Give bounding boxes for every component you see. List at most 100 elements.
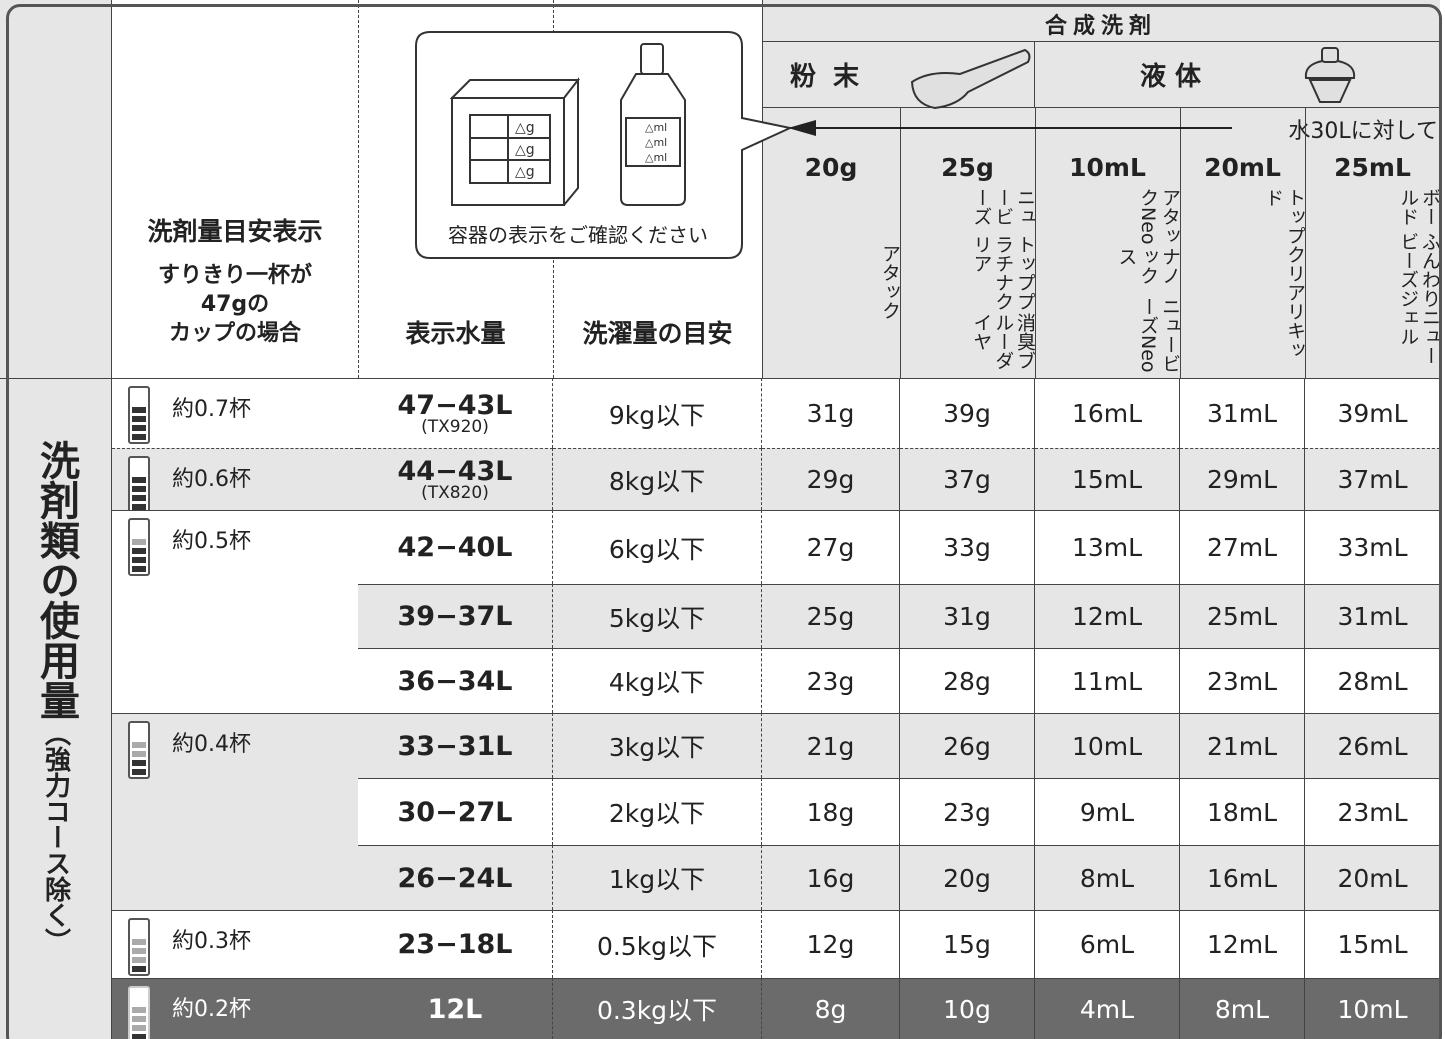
amount-value: 20g [900, 845, 1035, 910]
gauge-bar [132, 539, 146, 545]
indicator-cell [112, 378, 358, 448]
amount-value: 39g [900, 378, 1035, 448]
side-note: （強力コース除く） [40, 720, 71, 954]
gauge-bar [132, 1016, 146, 1022]
amount-value: 15mL [1035, 448, 1180, 510]
gauge-bar [132, 948, 146, 954]
water: 30−27L [397, 796, 513, 828]
gauge-bar [132, 1007, 146, 1013]
gauge-bar [132, 434, 146, 440]
water-cell: 23−18L [358, 910, 553, 978]
indicator: 約0.5杯 [172, 529, 251, 554]
gauge-bar [132, 407, 146, 413]
box-unit: △g [515, 142, 535, 158]
gauge-bar [132, 957, 146, 963]
amount-value: 4mL [1035, 978, 1180, 1039]
product-name: 消臭ブルーダイヤ [970, 313, 1036, 371]
product-name: アタック [879, 244, 901, 320]
water-cell: 30−27L [358, 778, 553, 845]
laundry: 5kg以下 [553, 584, 762, 648]
amount-value: 28g [900, 648, 1035, 713]
amount-value: 8mL [1180, 978, 1305, 1039]
gauge-bar [132, 425, 146, 431]
gauge-bar [132, 760, 146, 766]
amount-value: 12mL [1035, 584, 1180, 648]
amount-value: 29g [762, 448, 900, 510]
powder-label: 粉 末 [762, 42, 1035, 108]
water: 23−18L [397, 929, 513, 960]
amount-value: 27mL [1180, 510, 1305, 584]
amount-value: 39mL [1305, 378, 1440, 448]
gauge-bar [132, 939, 146, 945]
gauge-bar [132, 1034, 146, 1039]
frame [6, 4, 1442, 1039]
water: 44−43L [397, 455, 513, 487]
laundry-header: 洗濯量の目安 [582, 319, 733, 348]
water-cell: 42−40L [358, 510, 553, 584]
amount-value: 18g [762, 778, 900, 845]
laundry: 9kg以下 [553, 378, 762, 448]
indicator: 約0.4杯 [172, 732, 251, 757]
cup-icon [1304, 47, 1356, 103]
water-cell: 36−34L [358, 648, 553, 713]
products: ニュービーズ トッププラチナクリア 消臭ブルーダイヤ [900, 188, 1036, 376]
product-name: ニュービーズ [970, 188, 1036, 226]
indicator-cell [112, 713, 358, 910]
product-name: ボールド [1397, 188, 1441, 226]
indicator: 約0.2杯 [172, 997, 251, 1022]
water: 47−43L [397, 389, 513, 421]
side-label: 洗剤類の使用量 [33, 440, 79, 720]
amount: 25mL [1334, 152, 1411, 182]
indicator-sub: 47gの [200, 292, 270, 317]
water: 36−34L [397, 665, 513, 697]
laundry: 0.5kg以下 [553, 910, 762, 978]
amount-value: 29mL [1180, 448, 1305, 510]
amount-value: 12mL [1180, 910, 1305, 978]
indicator-cell [112, 978, 358, 1039]
gauge-bar [132, 742, 146, 748]
header-divider [358, 0, 359, 378]
water-cell: 26−24L [358, 845, 553, 910]
cup-gauge [128, 986, 150, 1039]
laundry: 6kg以下 [553, 510, 762, 584]
water-header: 表示水量 [405, 319, 506, 348]
gauge-bar [132, 504, 146, 510]
col-divider [1180, 108, 1181, 378]
indicator: 約0.6杯 [172, 467, 251, 492]
amount-value: 23mL [1305, 778, 1440, 845]
box-unit: △g [515, 120, 535, 136]
laundry: 1kg以下 [553, 845, 762, 910]
amount-value: 23g [762, 648, 900, 713]
gauge-bar [132, 477, 146, 483]
liquid-label: 液 体 [1035, 42, 1440, 108]
amount-value: 37mL [1305, 448, 1440, 510]
amount-value: 12g [762, 910, 900, 978]
water-cell: 44−43L (TX820) [358, 448, 553, 510]
water-cell: 33−31L [358, 713, 553, 778]
amount-value: 33g [900, 510, 1035, 584]
amount-value: 6mL [1035, 910, 1180, 978]
laundry: 2kg以下 [553, 778, 762, 845]
indicator-sub: すりきり一杯が [157, 263, 312, 288]
amount-value: 27g [762, 510, 900, 584]
water-cell: 39−37L [358, 584, 553, 648]
col-divider [1035, 108, 1036, 378]
amount-value: 37g [900, 448, 1035, 510]
amount-value: 28mL [1305, 648, 1440, 713]
amount-value: 13mL [1035, 510, 1180, 584]
amount-value: 20mL [1305, 845, 1440, 910]
container-note: 容器の表示をご確認ください [448, 223, 708, 247]
water-cell: 47−43L (TX920) [358, 378, 553, 448]
bottle-unit: △ml [645, 121, 667, 134]
amount-value: 15g [900, 910, 1035, 978]
water: 12L [427, 993, 483, 1025]
laundry: 0.3kg以下 [553, 978, 762, 1039]
amount-value: 21mL [1180, 713, 1305, 778]
product-name: ふんわりニュービーズジェル [1397, 232, 1441, 366]
gauge-bar [132, 557, 146, 563]
amount: 25g [941, 152, 994, 182]
per-water: 水30Lに対して [1288, 119, 1438, 144]
cup-gauge [128, 386, 150, 444]
water: 42−40L [397, 532, 513, 563]
